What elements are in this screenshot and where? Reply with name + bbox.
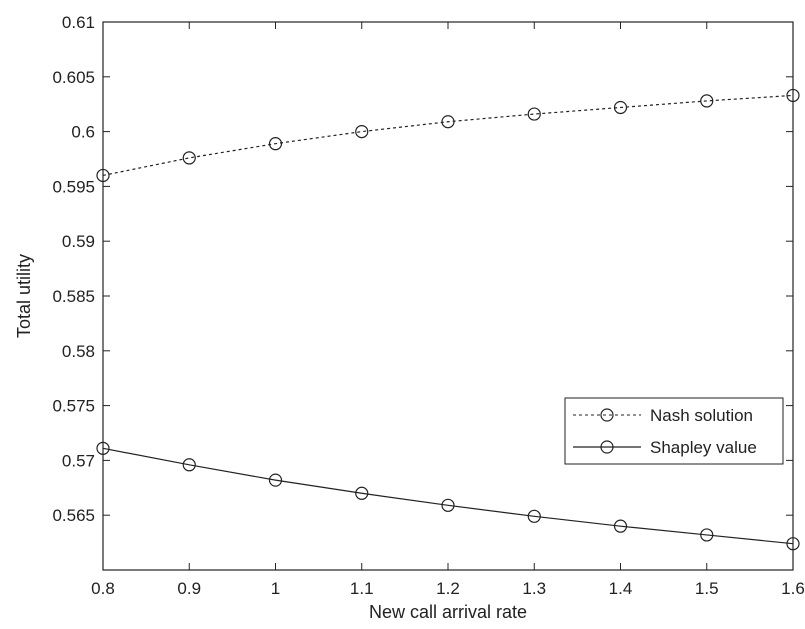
data-point-nash-solution — [613, 100, 628, 115]
plot-area — [102, 21, 794, 571]
x-tick-label: 1.6 — [781, 579, 805, 598]
x-tick-label: 0.8 — [91, 579, 115, 598]
y-tick-label: 0.59 — [62, 232, 95, 251]
data-point-shapley-value — [182, 458, 196, 472]
data-point-nash-solution — [355, 125, 369, 139]
legend-label-shapley: Shapley value — [650, 438, 757, 457]
y-tick-label: 0.605 — [52, 68, 95, 87]
data-point-nash-solution — [527, 107, 541, 121]
y-tick-label: 0.585 — [52, 287, 95, 306]
data-point-shapley-value — [441, 498, 455, 512]
data-point-nash-solution — [786, 88, 800, 103]
x-axis-ticks: 0.8 0.9 1 1.1 1.2 1.3 1.4 1.5 1.6 — [91, 22, 805, 598]
y-tick-label: 0.57 — [62, 451, 95, 470]
data-point-shapley-value — [96, 441, 110, 455]
y-tick-label: 0.595 — [52, 177, 95, 196]
y-tick-label: 0.61 — [62, 13, 95, 32]
x-tick-label: 1 — [271, 579, 280, 598]
data-point-shapley-value — [786, 537, 800, 551]
data-point-shapley-value — [268, 473, 283, 487]
data-point-nash-solution — [268, 137, 283, 151]
series-layer — [96, 88, 800, 551]
x-tick-label: 1.2 — [436, 579, 460, 598]
series-line-shapley-value — [102, 447, 794, 545]
legend-label-nash: Nash solution — [650, 406, 753, 425]
x-tick-label: 1.1 — [350, 579, 374, 598]
y-tick-label: 0.565 — [52, 506, 95, 525]
x-tick-label: 0.9 — [177, 579, 201, 598]
x-axis-label: New call arrival rate — [369, 602, 527, 622]
data-point-nash-solution — [96, 168, 110, 183]
data-point-nash-solution — [182, 151, 196, 165]
y-tick-label: 0.6 — [71, 123, 95, 142]
data-point-shapley-value — [613, 519, 628, 533]
data-point-nash-solution — [700, 94, 714, 108]
data-point-shapley-value — [355, 486, 369, 500]
series-line-nash-solution — [102, 94, 794, 177]
data-point-shapley-value — [527, 509, 541, 523]
legend: Nash solution Shapley value — [564, 397, 784, 465]
y-tick-label: 0.575 — [52, 397, 95, 416]
x-tick-label: 1.4 — [609, 579, 633, 598]
legend-marker-shapley — [600, 440, 614, 454]
legend-marker-nash — [600, 408, 614, 422]
x-tick-label: 1.3 — [522, 579, 546, 598]
data-point-shapley-value — [700, 528, 714, 542]
y-axis-ticks: 0.565 0.57 0.575 0.58 0.585 0.59 0.595 0.6 0.605… — [52, 13, 793, 525]
x-tick-label: 1.5 — [695, 579, 719, 598]
data-point-nash-solution — [441, 115, 455, 129]
y-tick-label: 0.58 — [62, 342, 95, 361]
legend-box — [564, 397, 784, 465]
y-axis-label: Total utility — [14, 254, 34, 338]
